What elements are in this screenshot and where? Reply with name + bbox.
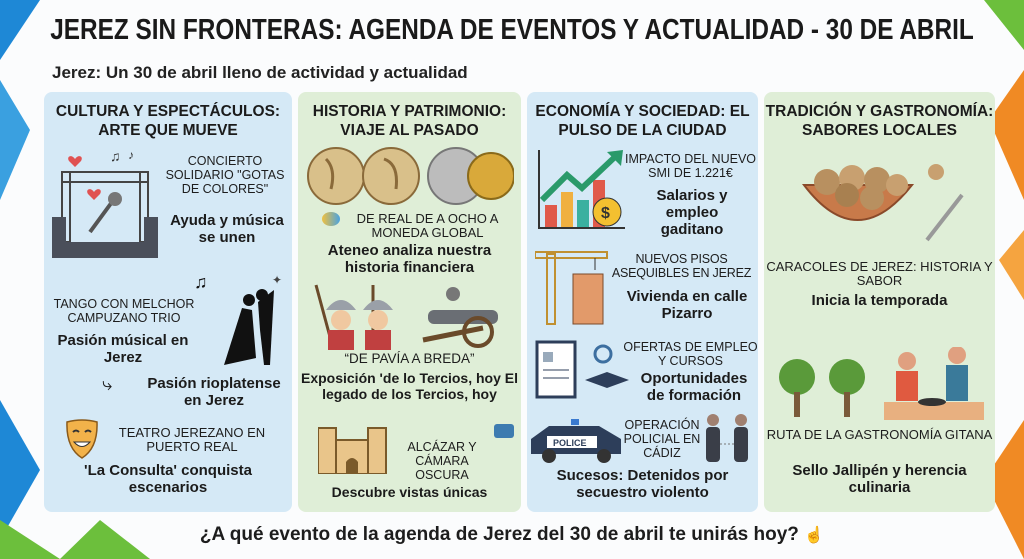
globe-icon [322,212,340,226]
svg-text:♪: ♪ [128,148,134,162]
item-main: Salarios y empleo gaditano [656,187,728,238]
panel-cultura: CULTURA Y ESPECTÁCULOS: ARTE QUE MUEVE ♫… [44,92,292,512]
item-caption: OPERACIÓN POLICIAL EN CÁDIZ [623,418,701,460]
item-main: Sello Jallipén y herencia culinaria [792,462,967,496]
theater-mask-icon [66,419,98,459]
detainees-icon [706,414,748,462]
svg-text:✦: ✦ [272,273,282,287]
item-main: 'La Consulta' conquista escenarios [84,462,252,496]
decorative-corner-bottom [60,520,150,559]
job-training-icon [535,340,629,399]
panel-heading: CULTURA Y ESPECTÁCULOS: ARTE QUE MUEVE [55,103,281,139]
camera-icon [494,424,514,438]
item-caption: TANGO CON MELCHOR CAMPUZANO TRIO [53,297,195,325]
item-caption: RUTA DE LA GASTRONOMÍA GITANA [766,427,993,442]
item-main: Exposición 'de lo Tercios, hoy El legado… [300,370,518,402]
item-main: Pasión músical en Jerez [57,332,189,366]
footer-question: ¿A qué evento de la agenda de Jerez del … [0,524,1024,546]
cooking-couple-icon [779,347,984,420]
item-caption: IMPACTO DEL NUEVO SMI DE 1.221€ [624,152,757,180]
snail-bowl-icon [802,164,964,242]
panel-heading: ECONOMÍA Y SOCIEDAD: EL PULSO DE LA CIUD… [535,103,750,139]
svg-text:$: $ [601,205,610,222]
decorative-corner-left [0,0,60,559]
item-main: Inicia la temporada [811,292,948,309]
item-caption: NUEVOS PISOS ASEQUIBLES EN JEREZ [611,252,752,280]
footer-question-text: ¿A qué evento de la agenda de Jerez del … [199,524,799,545]
item-main: Oportunidades de formación [640,370,748,404]
item-caption: OFERTAS DE EMPLEO Y CURSOS [623,340,758,368]
panel-economia: ECONOMÍA Y SOCIEDAD: EL PULSO DE LA CIUD… [527,92,758,512]
arrow-icon: ⤷ [102,374,113,394]
item-caption: CONCIERTO SOLIDARIO "GOTAS DE COLORES" [165,154,285,196]
police-car-icon: POLICE [531,419,621,463]
item-main: Ayuda y música se unen [170,212,284,246]
pointing-hand-icon: ☝ [804,527,825,544]
item-main: Descubre vistas únicas [331,484,488,500]
tango-dancers-icon: ♫ ✦ [194,272,282,365]
globes-coins-icon [307,147,514,205]
item-extra: Pasión rioplatense en Jerez [147,375,281,409]
construction-crane-icon [535,251,608,325]
item-caption: ALCÁZAR Y CÁMARA OSCURA [407,440,477,482]
item-main: Ateneo analiza nuestra historia financie… [327,242,492,276]
item-main: Sucesos: Detenidos por secuestro violent… [556,467,729,501]
panel-heading: HISTORIA Y PATRIMONIO: VIAJE AL PASADO [312,103,507,139]
police-badge-text: POLICE [553,438,587,448]
panel-heading: TRADICIÓN Y GASTRONOMÍA: SABORES LOCALES [765,103,994,139]
svg-text:♫: ♫ [110,148,121,164]
concert-stage-icon: ♫ ♪ [52,148,158,258]
panel-tradicion: TRADICIÓN Y GASTRONOMÍA: SABORES LOCALES… [764,92,995,512]
growth-chart-icon: $ [538,150,625,229]
item-caption: TEATRO JEREZANO EN PUERTO REAL [118,425,266,454]
svg-text:♫: ♫ [194,272,208,292]
page-title: JEREZ SIN FRONTERAS: AGENDA DE EVENTOS Y… [50,14,974,46]
soldiers-cannon-icon [314,284,498,350]
item-main: Vivienda en calle Pizarro [626,288,748,322]
page-subtitle: Jerez: Un 30 de abril lleno de actividad… [52,63,468,82]
panel-historia: HISTORIA Y PATRIMONIO: VIAJE AL PASADO D… [298,92,521,512]
item-caption: CARACOLES DE JEREZ: HISTORIA Y SABOR [766,259,993,288]
castle-icon [318,427,387,474]
item-caption: “DE PAVÍA A BREDA” [344,351,475,366]
item-caption: DE REAL DE A OCHO A MONEDA GLOBAL [356,211,499,240]
decorative-corner-right [984,0,1024,559]
